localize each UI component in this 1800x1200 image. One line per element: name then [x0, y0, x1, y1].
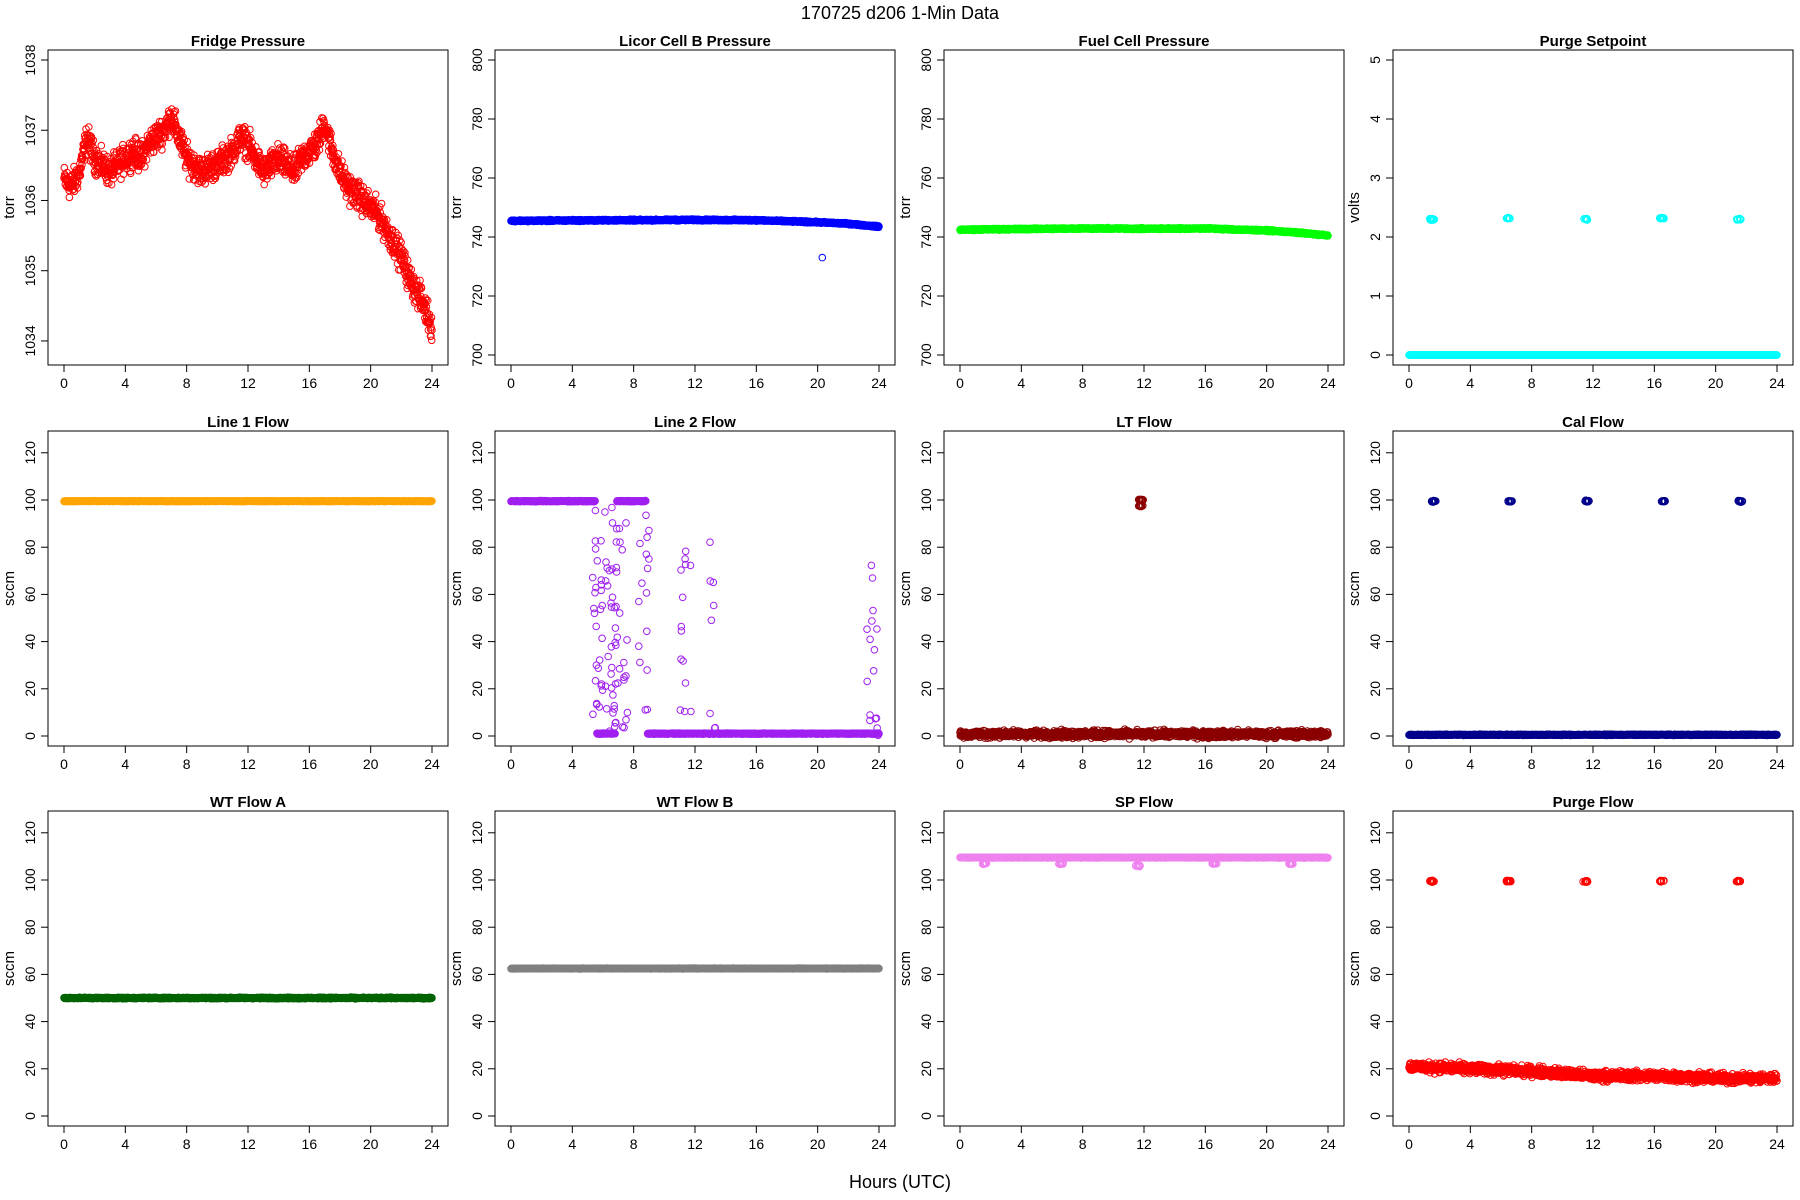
x-tick-label: 4 — [568, 375, 576, 391]
x-axis: 0 4 8 12 16 20 24 — [507, 365, 887, 391]
y-tick-label: 760 — [918, 166, 934, 190]
x-tick-label: 0 — [507, 375, 515, 391]
x-tick-label: 4 — [1017, 375, 1025, 391]
x-tick-label: 0 — [60, 375, 68, 391]
data-point — [66, 194, 73, 201]
x-tick-label: 20 — [363, 375, 379, 391]
x-axis: 0 4 8 12 16 20 24 — [956, 365, 1336, 391]
plot-frame — [944, 50, 1344, 365]
y-tick-label: 740 — [918, 225, 934, 249]
y-axis: 700 720 740 760 780 800 — [918, 48, 944, 367]
x-tick-label: 20 — [1259, 375, 1275, 391]
points — [508, 216, 883, 261]
y-tick-label: 700 — [469, 343, 485, 367]
plot-frame — [495, 50, 895, 365]
x-axis: 0 4 8 12 16 20 24 — [60, 365, 440, 391]
panel-title: Fridge Pressure — [191, 33, 305, 50]
x-tick-label: 20 — [810, 375, 826, 391]
y-tick-label: 1035 — [22, 255, 38, 286]
plot-frame — [1393, 50, 1793, 365]
panel-ylabel: torr — [448, 196, 465, 219]
y-tick-label: 720 — [469, 284, 485, 308]
y-tick-label: 800 — [918, 48, 934, 72]
y-tick-label: 1037 — [22, 114, 38, 145]
panel-3: Purge Setpointvolts0 4 8 12 16 20 24012345 — [1346, 33, 1793, 391]
y-tick-label: 740 — [469, 225, 485, 249]
x-tick-label: 16 — [1198, 375, 1214, 391]
panel-ylabel: volts — [1346, 192, 1363, 223]
y-tick-label: 720 — [918, 284, 934, 308]
y-tick-label: 780 — [469, 107, 485, 131]
x-tick-label: 24 — [1320, 375, 1336, 391]
y-tick-label: 1036 — [22, 185, 38, 216]
data-point — [372, 191, 379, 198]
points — [61, 106, 436, 344]
y-tick-label: 760 — [469, 166, 485, 190]
x-tick-label: 8 — [630, 375, 638, 391]
x-tick-label: 12 — [687, 375, 703, 391]
x-tick-label: 16 — [302, 375, 318, 391]
x-tick-label: 12 — [240, 375, 256, 391]
x-tick-label: 24 — [871, 375, 887, 391]
panel-title: Fuel Cell Pressure — [1079, 33, 1210, 50]
data-point — [819, 254, 826, 261]
x-tick-label: 0 — [956, 375, 964, 391]
y-tick-label: 1034 — [22, 325, 38, 356]
x-tick-label: 16 — [749, 375, 765, 391]
y-tick-label: 1038 — [22, 44, 38, 75]
points — [957, 224, 1332, 239]
y-axis: 700 720 740 760 780 800 — [469, 48, 495, 367]
x-tick-label: 4 — [121, 375, 129, 391]
x-tick-label: 8 — [1079, 375, 1087, 391]
data-point — [428, 337, 435, 344]
figure-title: 170725 d206 1-Min Data — [801, 3, 1000, 23]
x-tick-label: 8 — [183, 375, 191, 391]
plot-frame — [48, 50, 448, 365]
panel-title: Licor Cell B Pressure — [619, 33, 771, 50]
panel-title: Purge Setpoint — [1540, 33, 1647, 50]
panel-ylabel: torr — [897, 196, 914, 219]
x-tick-label: 24 — [424, 375, 440, 391]
x-tick-label: 12 — [1136, 375, 1152, 391]
y-tick-label: 780 — [918, 107, 934, 131]
points — [1406, 214, 1781, 358]
panel-ylabel: torr — [1, 196, 18, 219]
y-tick-label: 700 — [918, 343, 934, 367]
y-axis: 1034 1035 1036 1037 1038 — [22, 44, 48, 356]
data-point — [98, 142, 105, 149]
y-tick-label: 800 — [469, 48, 485, 72]
